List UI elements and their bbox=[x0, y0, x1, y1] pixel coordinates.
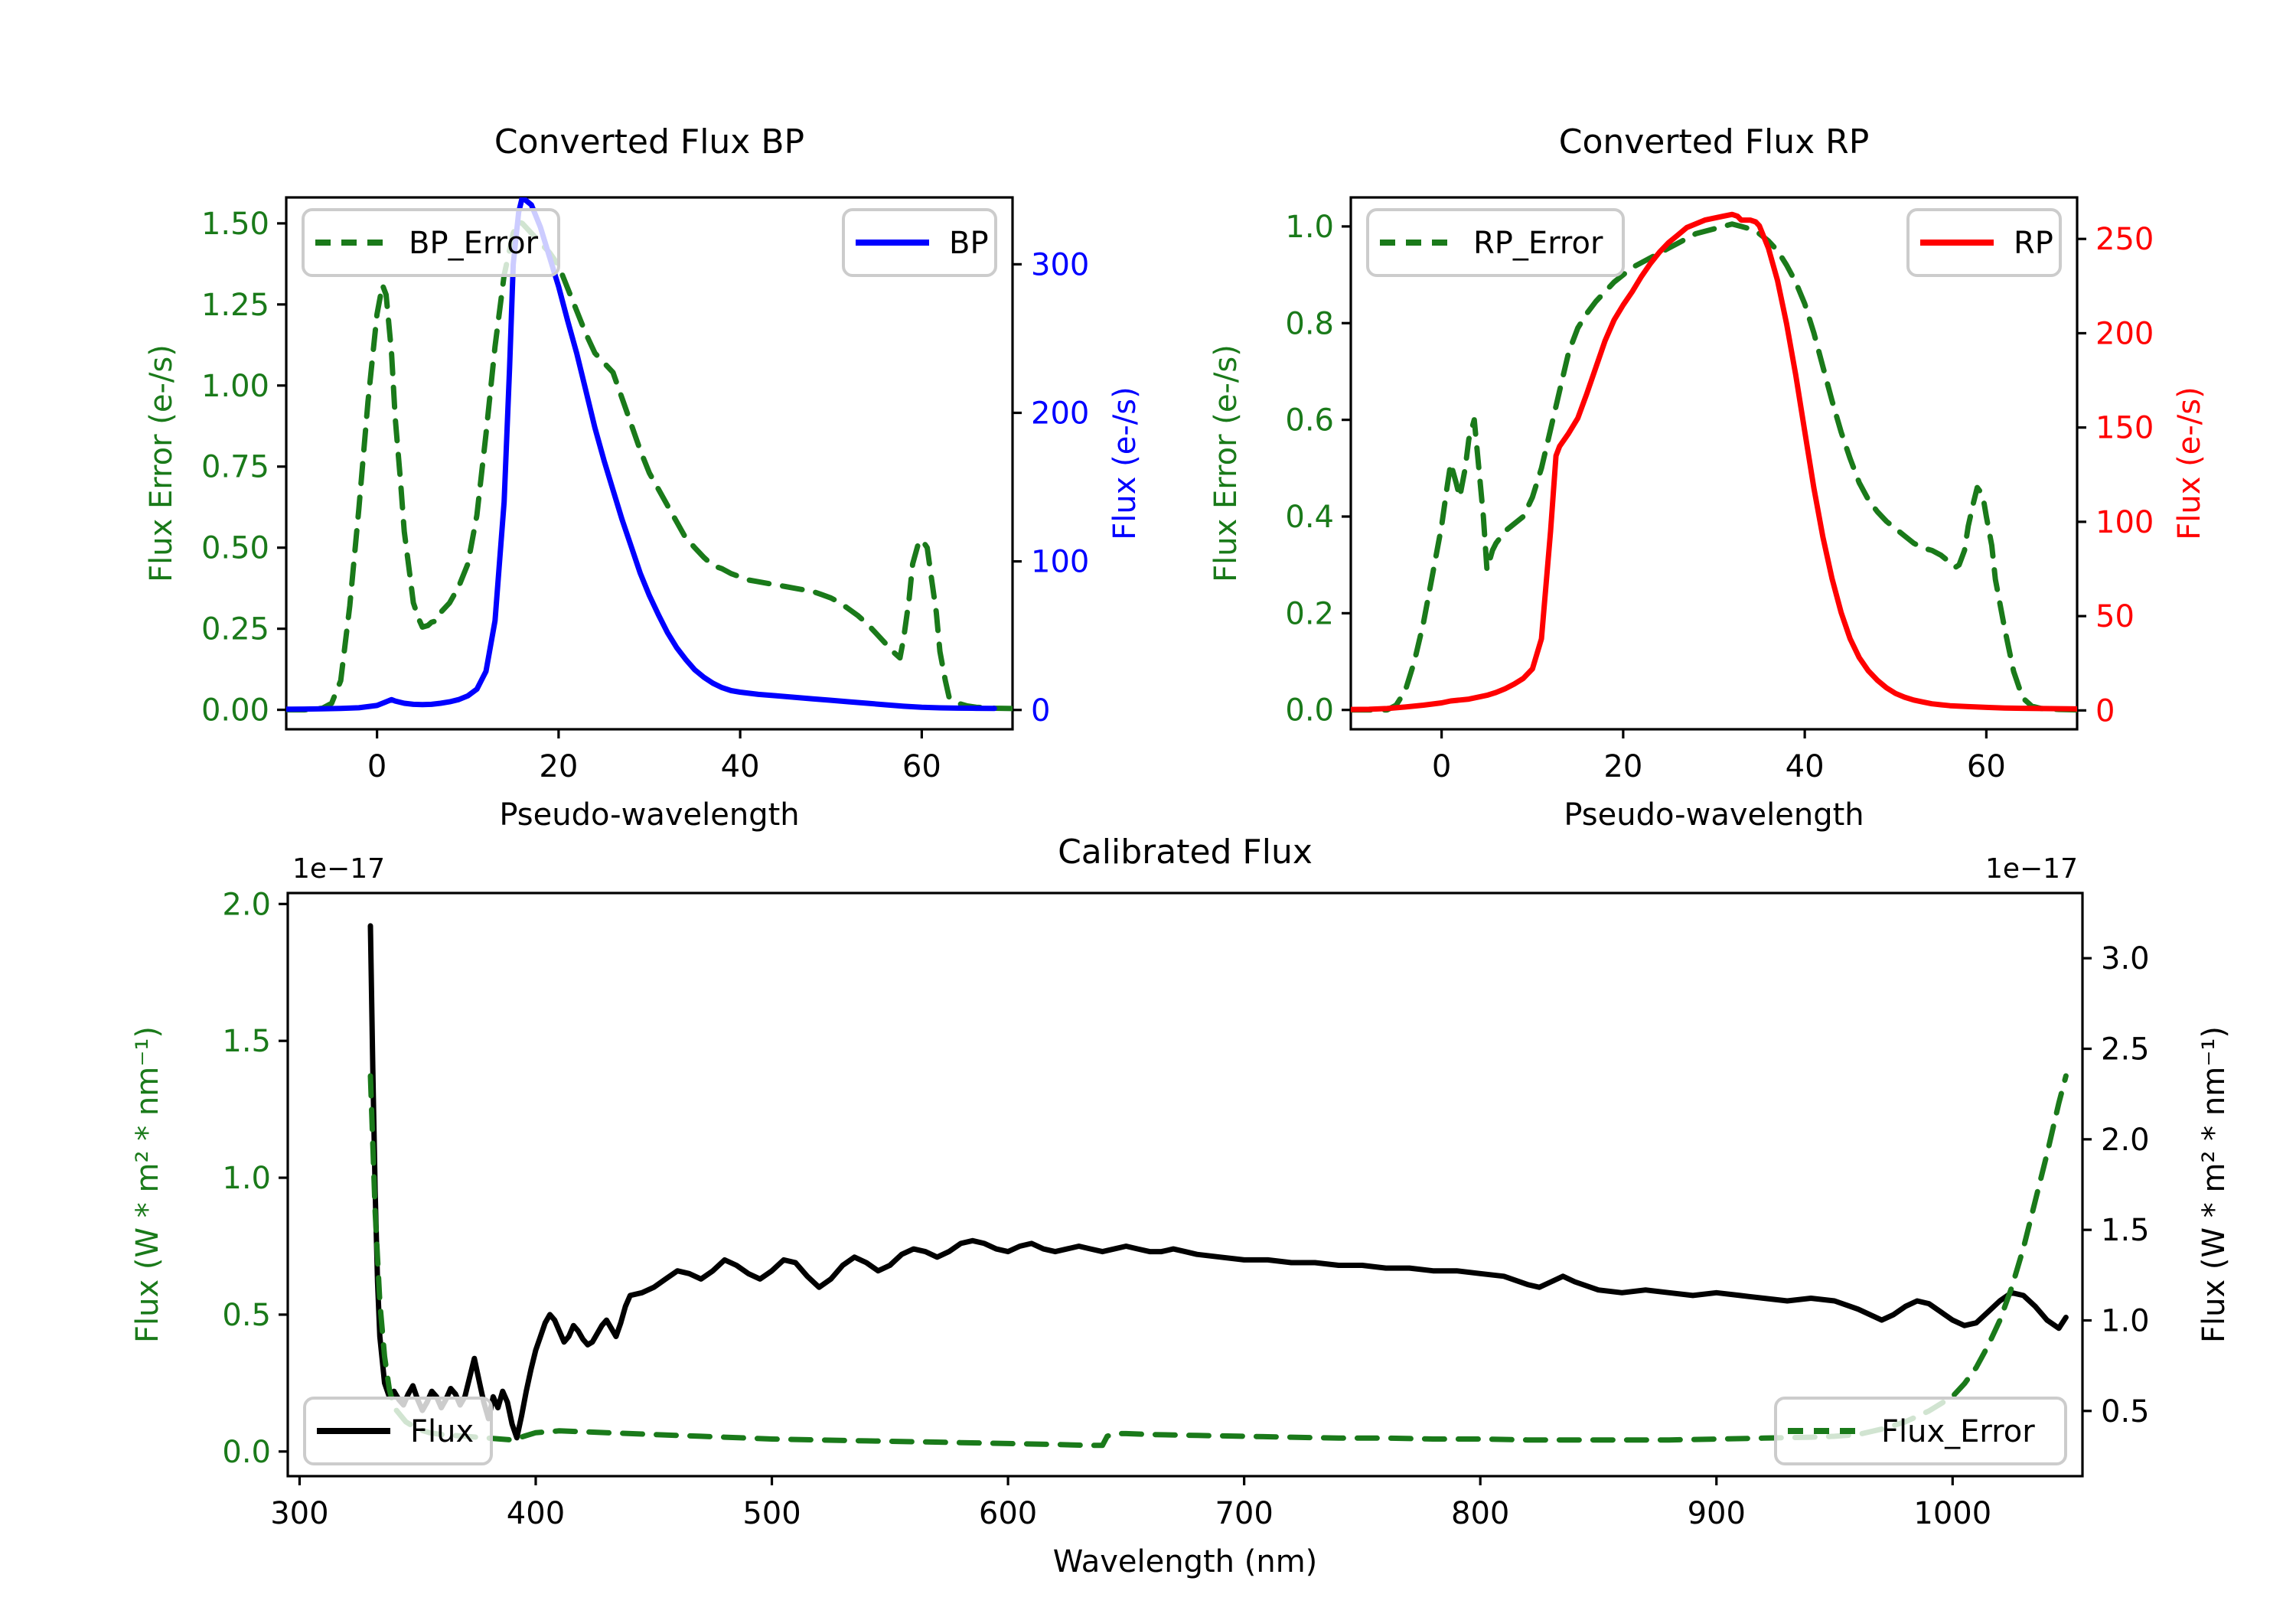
y-tick-label-left: 0.6 bbox=[1285, 403, 1334, 438]
y-axis-label-left: Flux (W * m² * nm⁻¹) bbox=[130, 1026, 165, 1343]
y-tick-label-left: 0.4 bbox=[1285, 500, 1334, 535]
series-flux bbox=[367, 923, 2069, 1441]
y-axis-label-left: Flux Error (e-/s) bbox=[144, 344, 179, 582]
x-tick-label: 600 bbox=[979, 1496, 1037, 1531]
y-tick-label-right: 1.0 bbox=[2101, 1303, 2150, 1338]
plot-area bbox=[367, 923, 2069, 1449]
axes-frame bbox=[286, 892, 2084, 1478]
x-axis-label: Pseudo-wavelength bbox=[1564, 797, 1864, 833]
legend-flux[interactable]: Flux bbox=[303, 1397, 493, 1465]
y-tick-label-left: 1.5 bbox=[222, 1024, 271, 1059]
legend-box bbox=[302, 208, 560, 277]
y-axis-label-right: Flux (W * m² * nm⁻¹) bbox=[2197, 1026, 2232, 1343]
legend-label: RP_Error bbox=[1473, 226, 1603, 261]
y-tick-label-right: 50 bbox=[2095, 599, 2135, 634]
x-axis-label: Wavelength (nm) bbox=[1053, 1544, 1318, 1579]
legend-label: BP bbox=[949, 226, 989, 261]
series-flux_error bbox=[367, 1073, 2069, 1449]
y-tick-label-left: 0.50 bbox=[201, 531, 269, 566]
legend-label: RP bbox=[2014, 226, 2053, 261]
x-axis-label: Pseudo-wavelength bbox=[499, 797, 799, 833]
x-tick-label: 800 bbox=[1451, 1496, 1509, 1531]
y-tick-label-right: 3.0 bbox=[2101, 941, 2150, 976]
x-tick-label: 20 bbox=[539, 749, 578, 784]
y-axis-label-right: Flux (e-/s) bbox=[1107, 386, 1143, 539]
x-tick-label: 40 bbox=[721, 749, 760, 784]
legend-bp[interactable]: BP bbox=[842, 208, 997, 277]
y-tick-label-left: 0.8 bbox=[1285, 306, 1334, 341]
series-bp_error bbox=[286, 219, 1013, 713]
x-tick-label: 0 bbox=[367, 749, 386, 784]
y-tick-label-right: 250 bbox=[2095, 222, 2154, 257]
y-tick-label-left: 1.50 bbox=[201, 207, 269, 242]
legend-box bbox=[303, 1397, 493, 1465]
y-tick-label-left: 0.25 bbox=[201, 612, 269, 647]
legend-box bbox=[1774, 1397, 2067, 1465]
chart-title: Converted Flux BP bbox=[494, 122, 804, 161]
series-rp_error bbox=[1351, 221, 2077, 713]
y-tick-label-left: 1.00 bbox=[201, 369, 269, 404]
x-tick-label: 60 bbox=[902, 749, 941, 784]
y-tick-label-left: 0.0 bbox=[222, 1435, 271, 1470]
y-tick-label-right: 2.0 bbox=[2101, 1123, 2150, 1158]
legend-box bbox=[1906, 208, 2062, 277]
y-tick-label-right: 150 bbox=[2095, 411, 2154, 446]
plot-area bbox=[1351, 211, 2077, 713]
y-tick-label-right: 2.5 bbox=[2101, 1032, 2150, 1068]
y-tick-label-right: 1.5 bbox=[2101, 1213, 2150, 1248]
y-tick-label-left: 0.75 bbox=[201, 450, 269, 485]
x-tick-label: 60 bbox=[1967, 749, 2006, 784]
axes-frame bbox=[285, 196, 1014, 731]
y-tick-label-right: 200 bbox=[2095, 316, 2154, 351]
y-tick-label-left: 0.0 bbox=[1285, 693, 1334, 729]
legend-label: Flux_Error bbox=[1881, 1414, 2035, 1449]
y-axis-offset-right: 1e−17 bbox=[1985, 853, 2078, 885]
x-tick-label: 400 bbox=[507, 1496, 565, 1531]
legend-flux_error[interactable]: Flux_Error bbox=[1774, 1397, 2067, 1465]
y-tick-label-left: 2.0 bbox=[222, 887, 271, 922]
plot-area bbox=[286, 197, 1013, 713]
y-tick-label-left: 1.25 bbox=[201, 288, 269, 323]
x-tick-label: 300 bbox=[270, 1496, 328, 1531]
y-axis-offset-left: 1e−17 bbox=[292, 853, 385, 885]
y-tick-label-right: 0 bbox=[2095, 693, 2115, 729]
x-tick-label: 40 bbox=[1786, 749, 1825, 784]
y-tick-label-left: 1.0 bbox=[1285, 210, 1334, 245]
legend-rp[interactable]: RP bbox=[1906, 208, 2062, 277]
y-tick-label-right: 0 bbox=[1031, 693, 1050, 729]
x-tick-label: 700 bbox=[1215, 1496, 1273, 1531]
x-tick-label: 1000 bbox=[1913, 1496, 1991, 1531]
x-tick-label: 0 bbox=[1432, 749, 1451, 784]
legend-rp_error[interactable]: RP_Error bbox=[1366, 208, 1625, 277]
legend-box bbox=[842, 208, 997, 277]
chart-title: Calibrated Flux bbox=[1058, 833, 1313, 872]
y-tick-label-right: 0.5 bbox=[2101, 1394, 2150, 1429]
series-bp bbox=[286, 197, 997, 712]
y-tick-label-right: 300 bbox=[1031, 247, 1089, 282]
y-tick-label-right: 100 bbox=[2095, 505, 2154, 540]
x-tick-label: 900 bbox=[1688, 1496, 1746, 1531]
y-tick-label-left: 0.00 bbox=[201, 693, 269, 729]
y-tick-label-left: 1.0 bbox=[222, 1161, 271, 1196]
legend-label: Flux bbox=[410, 1414, 474, 1449]
y-tick-label-right: 100 bbox=[1031, 545, 1089, 580]
x-tick-label: 20 bbox=[1603, 749, 1642, 784]
series-rp bbox=[1351, 211, 2077, 712]
legend-label: BP_Error bbox=[409, 226, 539, 261]
y-tick-label-left: 0.2 bbox=[1285, 596, 1334, 631]
y-tick-label-left: 0.5 bbox=[222, 1298, 271, 1333]
y-tick-label-right: 200 bbox=[1031, 396, 1089, 431]
y-axis-label-right: Flux (e-/s) bbox=[2172, 386, 2207, 539]
chart-title: Converted Flux RP bbox=[1559, 122, 1870, 161]
legend-box bbox=[1366, 208, 1625, 277]
x-tick-label: 500 bbox=[742, 1496, 801, 1531]
axes-frame bbox=[1349, 196, 2079, 731]
legend-bp_error[interactable]: BP_Error bbox=[302, 208, 560, 277]
y-axis-label-left: Flux Error (e-/s) bbox=[1208, 344, 1244, 582]
